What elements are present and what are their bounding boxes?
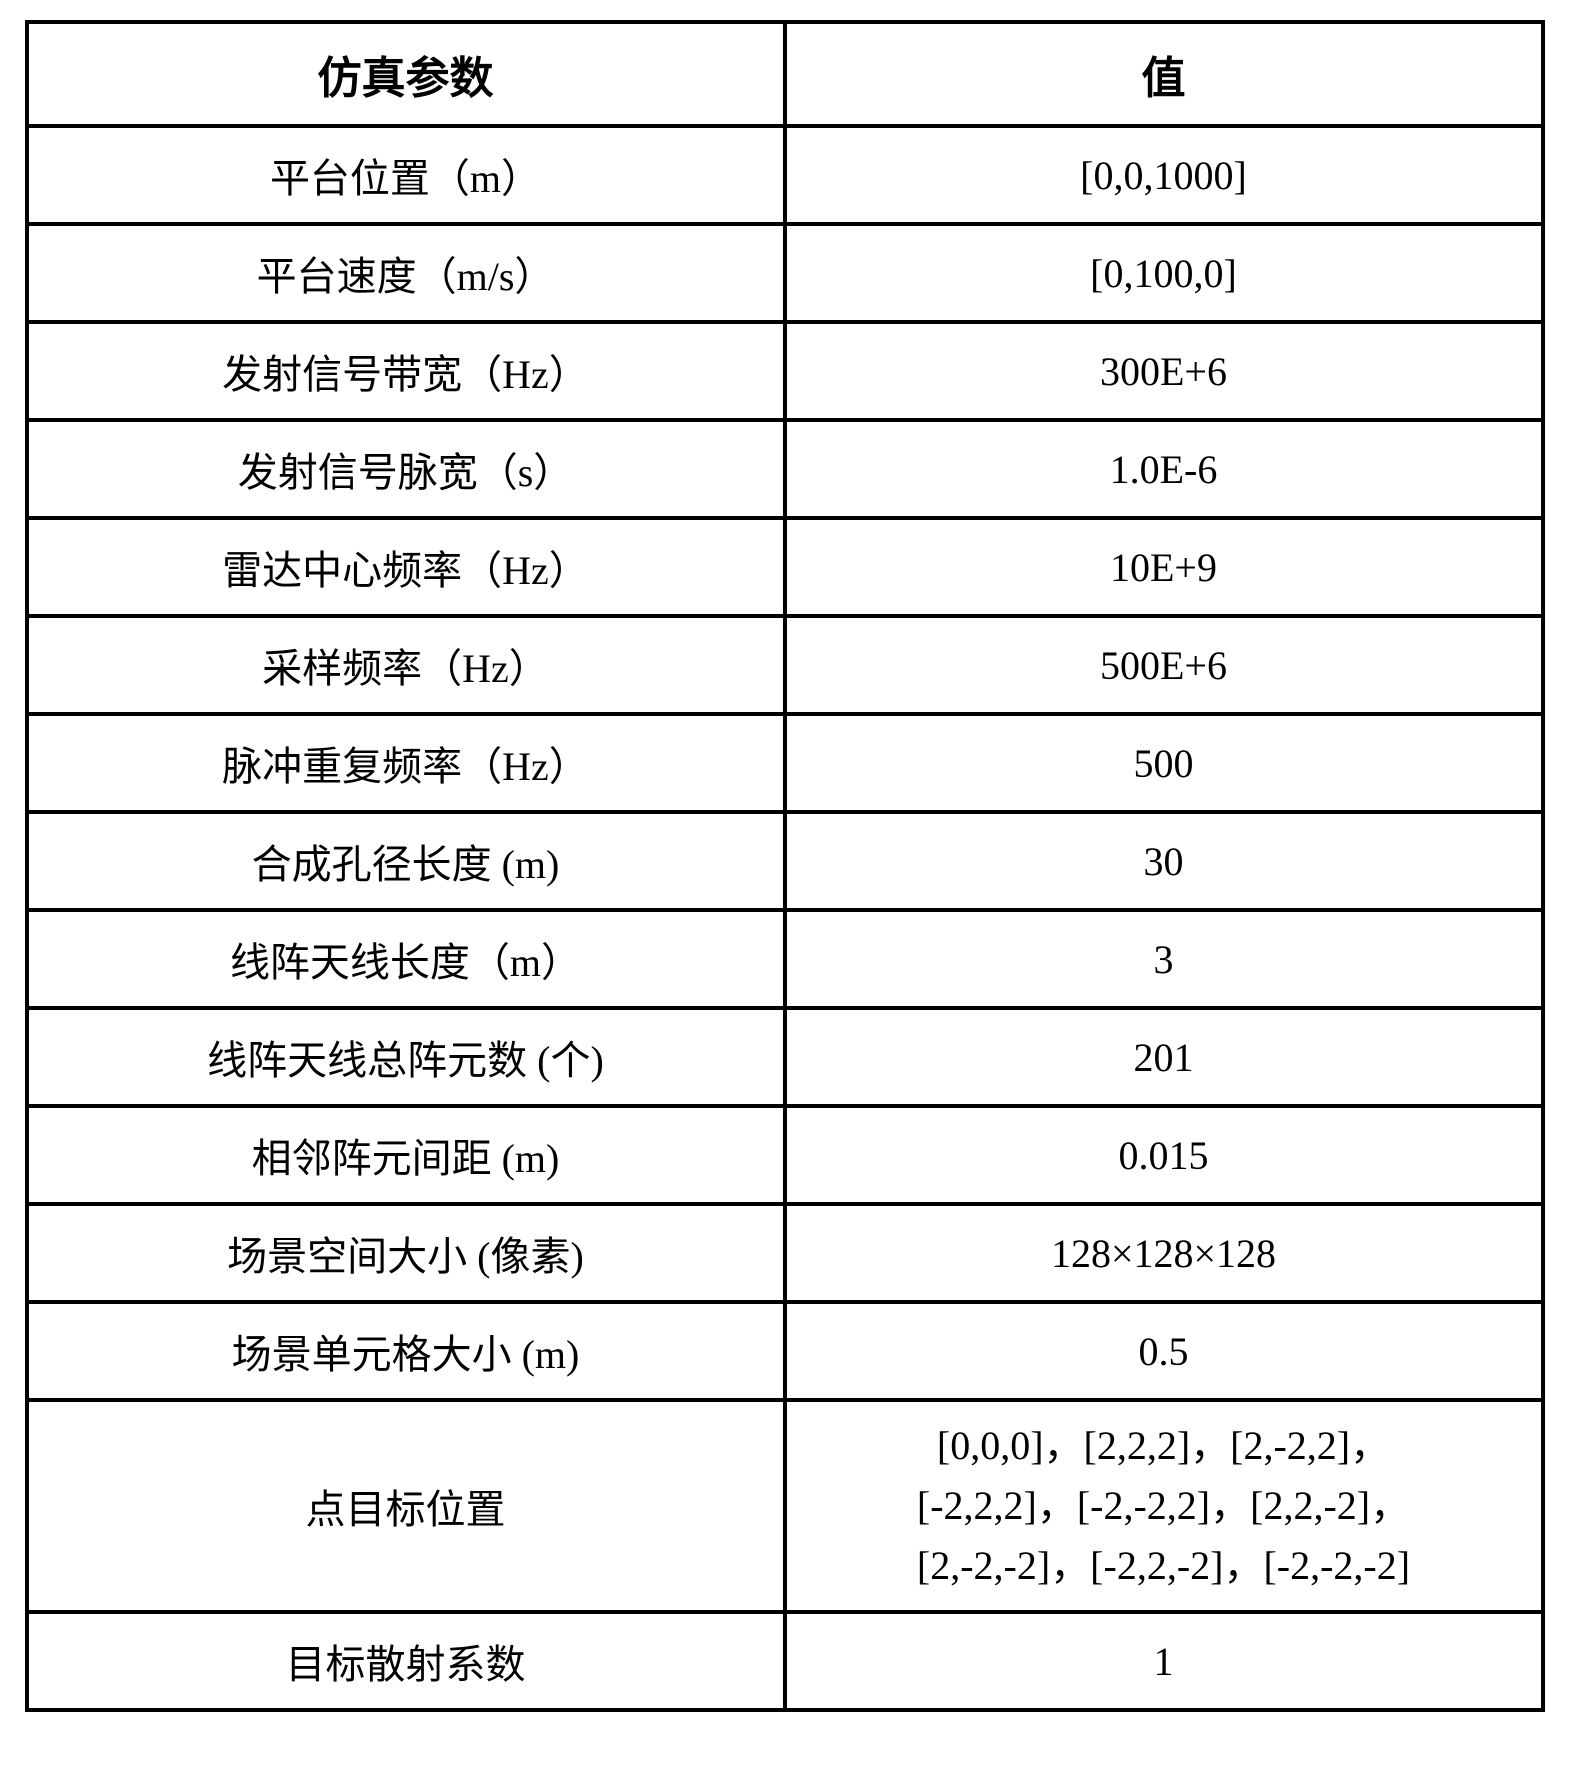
table-header-row: 仿真参数 值 [27, 22, 1543, 126]
table-row: 场景单元格大小 (m) 0.5 [27, 1302, 1543, 1400]
param-cell: 线阵天线长度（m） [27, 910, 785, 1008]
table-row: 线阵天线长度（m） 3 [27, 910, 1543, 1008]
param-cell: 目标散射系数 [27, 1612, 785, 1710]
value-cell: 1 [785, 1612, 1543, 1710]
param-cell: 平台位置（m） [27, 126, 785, 224]
value-cell: 10E+9 [785, 518, 1543, 616]
table-row: 目标散射系数 1 [27, 1612, 1543, 1710]
value-cell: 300E+6 [785, 322, 1543, 420]
table-row: 发射信号脉宽（s） 1.0E-6 [27, 420, 1543, 518]
value-cell: [0,0,0]，[2,2,2]，[2,-2,2]，[-2,2,2]，[-2,-2… [785, 1400, 1543, 1612]
value-cell: 500E+6 [785, 616, 1543, 714]
table-row: 合成孔径长度 (m) 30 [27, 812, 1543, 910]
table-row: 点目标位置 [0,0,0]，[2,2,2]，[2,-2,2]，[-2,2,2]，… [27, 1400, 1543, 1612]
param-cell: 合成孔径长度 (m) [27, 812, 785, 910]
value-cell: [0,0,1000] [785, 126, 1543, 224]
table-row: 雷达中心频率（Hz） 10E+9 [27, 518, 1543, 616]
param-cell: 点目标位置 [27, 1400, 785, 1612]
table-row: 采样频率（Hz） 500E+6 [27, 616, 1543, 714]
value-cell: 0.015 [785, 1106, 1543, 1204]
table-row: 线阵天线总阵元数 (个) 201 [27, 1008, 1543, 1106]
value-cell: 30 [785, 812, 1543, 910]
param-cell: 场景单元格大小 (m) [27, 1302, 785, 1400]
param-cell: 脉冲重复频率（Hz） [27, 714, 785, 812]
parameter-table-container: 仿真参数 值 平台位置（m） [0,0,1000] 平台速度（m/s） [0,1… [25, 20, 1545, 1712]
table-body: 平台位置（m） [0,0,1000] 平台速度（m/s） [0,100,0] 发… [27, 126, 1543, 1710]
value-cell: 201 [785, 1008, 1543, 1106]
param-cell: 平台速度（m/s） [27, 224, 785, 322]
header-param: 仿真参数 [27, 22, 785, 126]
value-cell: 3 [785, 910, 1543, 1008]
value-cell: 1.0E-6 [785, 420, 1543, 518]
value-cell: 128×128×128 [785, 1204, 1543, 1302]
table-row: 发射信号带宽（Hz） 300E+6 [27, 322, 1543, 420]
value-cell: 500 [785, 714, 1543, 812]
param-cell: 雷达中心频率（Hz） [27, 518, 785, 616]
table-row: 平台位置（m） [0,0,1000] [27, 126, 1543, 224]
table-row: 脉冲重复频率（Hz） 500 [27, 714, 1543, 812]
value-cell: 0.5 [785, 1302, 1543, 1400]
param-cell: 采样频率（Hz） [27, 616, 785, 714]
header-value: 值 [785, 22, 1543, 126]
table-row: 平台速度（m/s） [0,100,0] [27, 224, 1543, 322]
param-cell: 发射信号带宽（Hz） [27, 322, 785, 420]
table-row: 相邻阵元间距 (m) 0.015 [27, 1106, 1543, 1204]
table-row: 场景空间大小 (像素) 128×128×128 [27, 1204, 1543, 1302]
value-cell: [0,100,0] [785, 224, 1543, 322]
param-cell: 发射信号脉宽（s） [27, 420, 785, 518]
param-cell: 线阵天线总阵元数 (个) [27, 1008, 785, 1106]
param-cell: 场景空间大小 (像素) [27, 1204, 785, 1302]
parameter-table: 仿真参数 值 平台位置（m） [0,0,1000] 平台速度（m/s） [0,1… [25, 20, 1545, 1712]
param-cell: 相邻阵元间距 (m) [27, 1106, 785, 1204]
